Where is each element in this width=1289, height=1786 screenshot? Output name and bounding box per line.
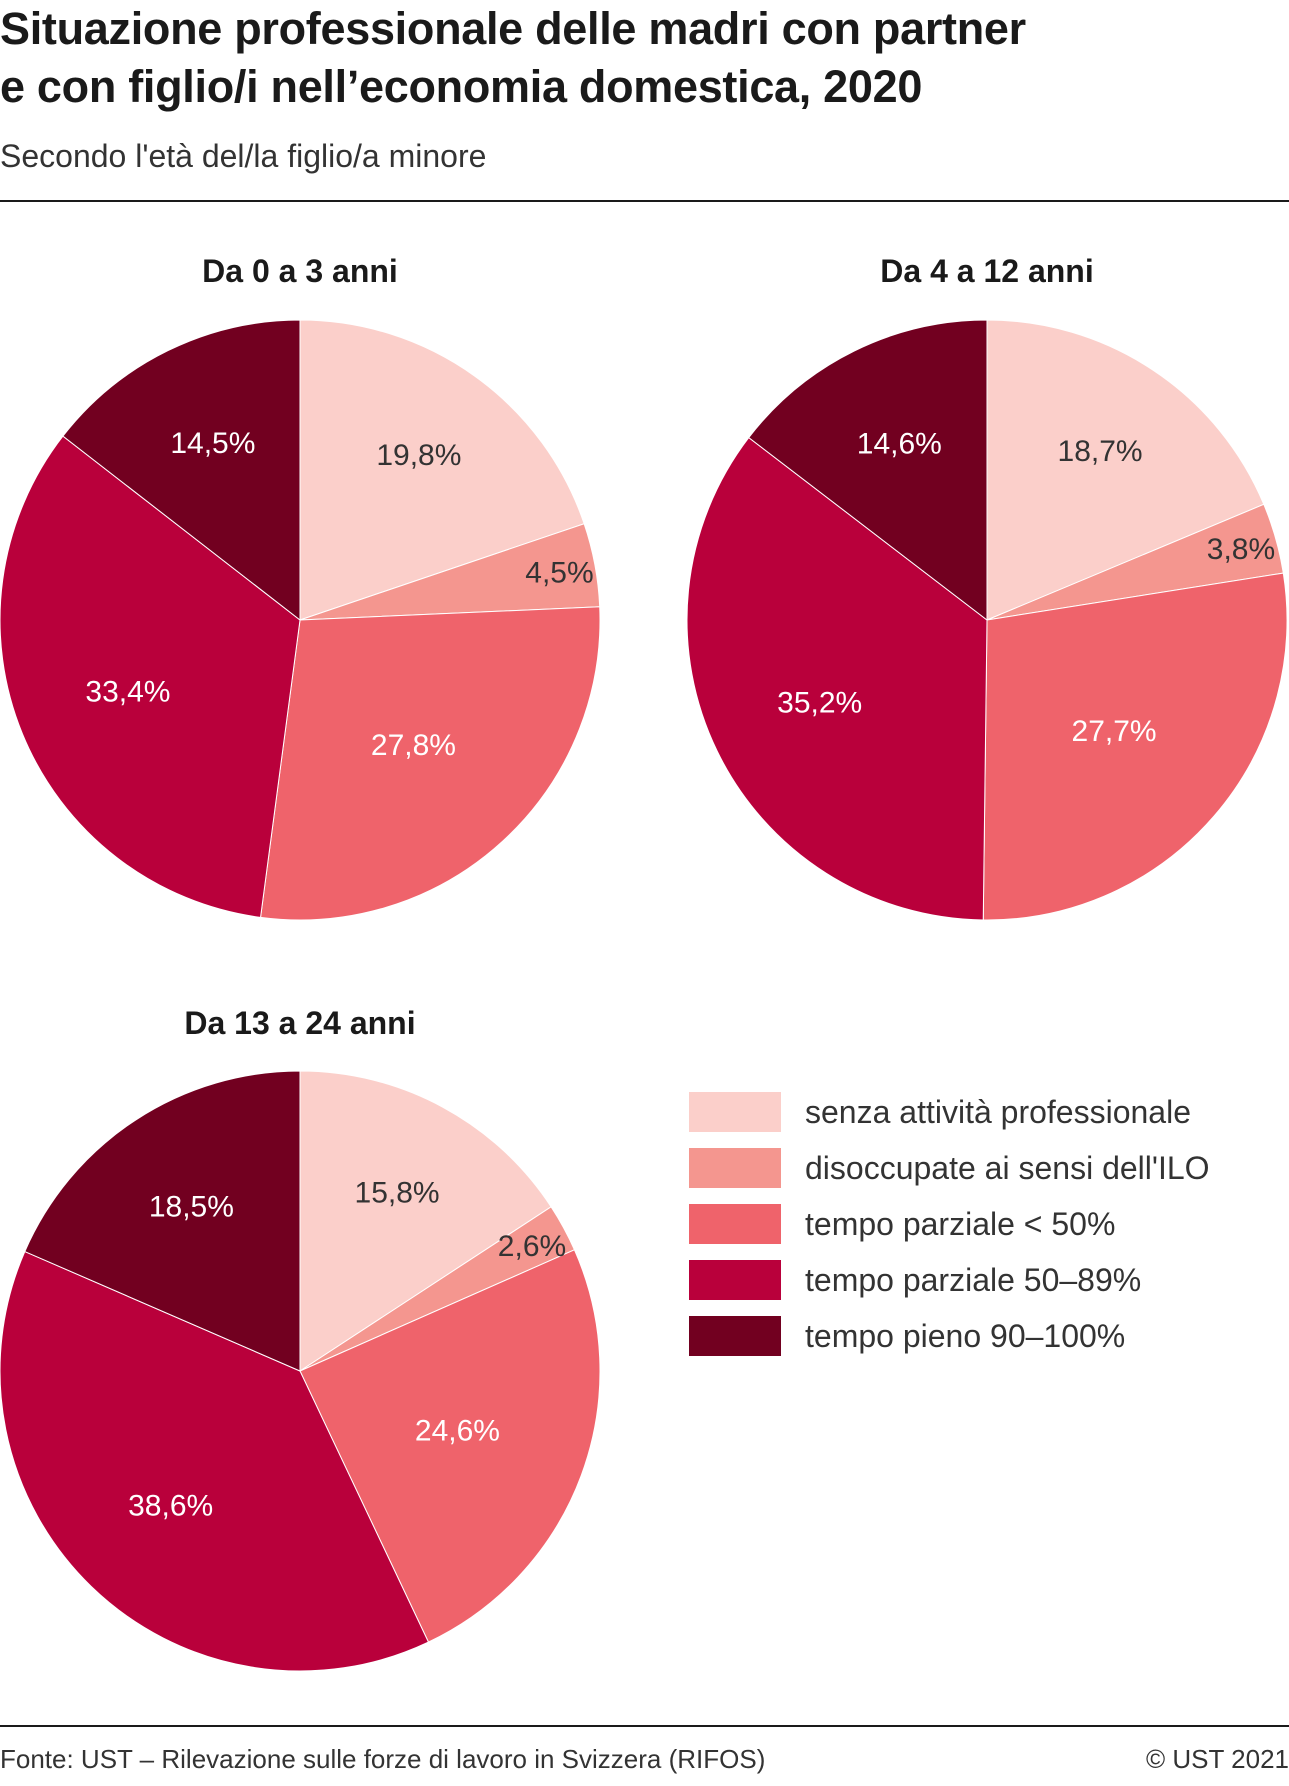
slice-label: 27,7% [1072, 715, 1157, 748]
slice-label: 33,4% [85, 676, 170, 709]
pie-slice [259, 606, 601, 921]
legend-swatch [689, 1204, 781, 1244]
source-note: Fonte: UST – Rilevazione sulle forze di … [0, 1744, 766, 1774]
legend-item: senza attività professionale [689, 1084, 1210, 1140]
pie-slice [0, 435, 301, 918]
slice-label: 15,8% [355, 1177, 440, 1210]
slice-label: 24,6% [415, 1415, 500, 1448]
title-line-1: Situazione professionale delle madri con… [0, 3, 1026, 54]
chart-title: Situazione professionale delle madri con… [0, 0, 1289, 116]
slice-label: 38,6% [128, 1490, 213, 1523]
legend-label: disoccupate ai sensi dell'ILO [805, 1149, 1210, 1186]
pie-slice [299, 1070, 552, 1372]
slice-label: 18,7% [1058, 435, 1143, 468]
pie-slice [0, 1250, 430, 1672]
legend-label: tempo parziale < 50% [805, 1205, 1116, 1242]
pie-title: Da 13 a 24 anni [184, 1005, 415, 1041]
legend-swatch [689, 1148, 781, 1188]
copyright: © UST 2021 [1146, 1744, 1289, 1774]
pie-slice [299, 1249, 601, 1643]
title-line-2: e con figlio/i nell’economia domestica, … [0, 61, 923, 112]
pie-slice [299, 319, 585, 621]
slice-label: 27,8% [371, 729, 456, 762]
legend-swatch [689, 1092, 781, 1132]
pie-slice [686, 436, 988, 921]
legend-item: tempo parziale 50–89% [689, 1252, 1210, 1308]
slice-label: 4,5% [525, 556, 593, 589]
legend-item: tempo pieno 90–100% [689, 1308, 1210, 1364]
pie-title: Da 0 a 3 anni [202, 253, 398, 289]
pie-title: Da 4 a 12 anni [880, 253, 1093, 289]
slice-label: 2,6% [498, 1230, 566, 1263]
slice-label: 19,8% [376, 439, 461, 472]
pie-slice [986, 319, 1265, 621]
pie-slice [982, 572, 1288, 921]
pie-chart: Da 13 a 24 anni 15,8% 2,6% 24,6% 38,6% 18,5% [0, 1005, 601, 1672]
pie-slice [748, 319, 988, 622]
legend-label: tempo pieno 90–100% [805, 1317, 1126, 1354]
pie-chart: Da 0 a 3 anni 19,8% 4,5% 27,8% 33,4% 14,5% [0, 253, 601, 921]
pie-chart: Da 4 a 12 anni 18,7% 3,8% 27,7% 35,2% 14,6% [686, 253, 1288, 921]
legend-item: disoccupate ai sensi dell'ILO [689, 1140, 1210, 1196]
legend-item: tempo parziale < 50% [689, 1196, 1210, 1252]
legend-label: tempo parziale 50–89% [805, 1261, 1142, 1298]
slice-label: 18,5% [149, 1190, 234, 1223]
legend-swatch [689, 1316, 781, 1356]
slice-label: 3,8% [1207, 533, 1275, 566]
legend: senza attività professionale disoccupate… [689, 1084, 1210, 1364]
chart-subtitle: Secondo l'età del/la figlio/a minore [0, 138, 487, 174]
legend-swatch [689, 1260, 781, 1300]
pie-slice [24, 1070, 301, 1372]
top-divider [0, 200, 1289, 202]
legend-label: senza attività professionale [805, 1093, 1191, 1130]
pie-slice [62, 319, 301, 622]
slice-label: 14,6% [857, 427, 942, 460]
slice-label: 35,2% [777, 686, 862, 719]
bottom-divider [0, 1725, 1289, 1727]
slice-label: 14,5% [170, 427, 255, 460]
